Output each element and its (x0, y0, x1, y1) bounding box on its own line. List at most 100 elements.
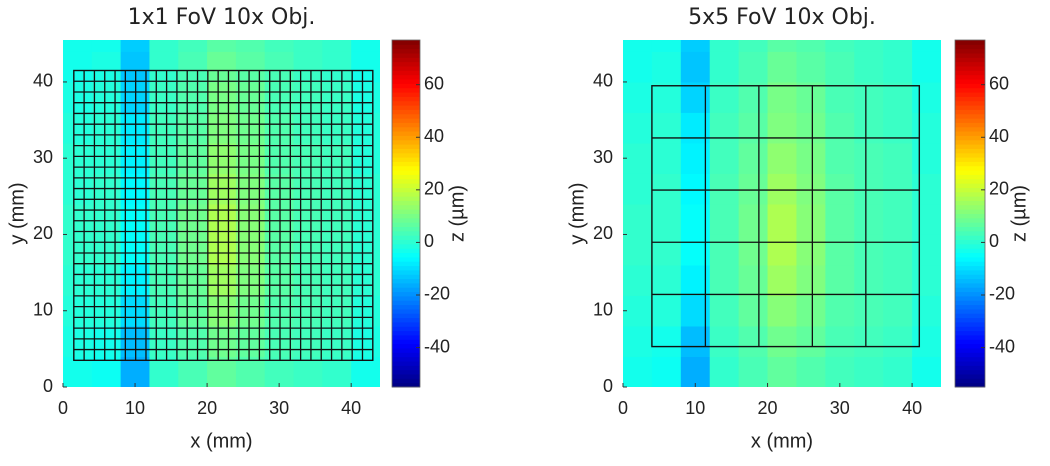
heat-cell (796, 142, 826, 174)
colorbar-band (955, 352, 985, 358)
heat-cell (767, 51, 797, 83)
colorbar-band (955, 378, 985, 384)
colorbar-band (955, 178, 985, 184)
heat-cell (854, 295, 884, 327)
heat-cell (235, 356, 266, 387)
colorbar-band (392, 139, 420, 145)
colorbar-band (955, 183, 985, 188)
heat-cell (293, 234, 323, 266)
heat-cell (738, 295, 769, 327)
colorbar-band (392, 352, 420, 358)
colorbar-band (392, 308, 420, 314)
heat-cell (912, 112, 941, 144)
heat-cell (623, 173, 653, 205)
colorbar-band (392, 148, 420, 154)
colorbar-band (955, 256, 985, 262)
heat-cell (825, 112, 855, 144)
heat-cell (63, 81, 93, 113)
heat-cell (235, 234, 266, 266)
heat-cell (796, 234, 826, 266)
colorbar-band (392, 48, 420, 54)
colorbar-band (392, 83, 420, 89)
heat-cell (767, 203, 797, 235)
colorbar-band (955, 144, 985, 149)
colorbar-band (955, 118, 985, 123)
heat-cell (351, 40, 380, 52)
colorbar-tick-label: -20 (424, 284, 450, 304)
heat-cell (709, 325, 740, 357)
heat-cell (738, 234, 769, 266)
heat-cell (854, 325, 884, 357)
colorbar-band (955, 287, 985, 293)
colorbar-band (955, 269, 985, 275)
heat-cell (912, 81, 941, 113)
colorbar-band (955, 243, 985, 249)
heat-cell (709, 234, 740, 266)
heat-cell (149, 203, 179, 235)
colorbar-band (955, 79, 985, 84)
heat-cell (825, 40, 855, 52)
heat-cell (623, 51, 653, 83)
colorbar-band (955, 365, 985, 371)
colorbar-band (392, 57, 420, 63)
heat-cell (883, 295, 913, 327)
heat-cell (351, 81, 380, 113)
colorbar-band (392, 269, 420, 275)
heat-cell (235, 264, 266, 296)
colorbar-band (955, 274, 985, 280)
colorbar-band (392, 174, 420, 180)
colorbar-band (955, 48, 985, 54)
heat-cell (63, 325, 93, 357)
heat-cell (293, 325, 323, 357)
heat-cell (235, 81, 266, 113)
heat-cell (149, 142, 179, 174)
heat-cell (912, 142, 941, 174)
y-tick-label: 40 (33, 71, 53, 91)
colorbar-band (392, 313, 420, 319)
colorbar-band (955, 217, 985, 223)
colorbar-band (392, 256, 420, 262)
heat-cell (854, 173, 884, 205)
colorbar-band (955, 161, 985, 167)
heat-cell (912, 51, 941, 83)
heat-cell (738, 325, 769, 357)
heat-cell (293, 295, 323, 327)
colorbar-frame (954, 39, 986, 388)
heat-cell (623, 142, 653, 174)
heat-cell (322, 356, 352, 387)
heat-cell (912, 264, 941, 296)
heat-cell (912, 295, 941, 327)
heat-cell (207, 356, 237, 387)
x-tick-label: 30 (830, 398, 850, 418)
colorbar-band (955, 135, 985, 141)
heat-cell (293, 356, 323, 387)
heat-cell (709, 295, 740, 327)
heat-cell (623, 264, 653, 296)
colorbar-tick-label: -40 (424, 336, 450, 356)
heat-cell (178, 40, 208, 52)
colorbar-band (955, 248, 985, 254)
heat-cell (796, 203, 826, 235)
colorbar-band (392, 330, 420, 336)
colorbar-band (955, 213, 985, 219)
heat-cell (767, 173, 797, 205)
colorbar-tick-label: 60 (424, 73, 444, 93)
heat-cell (293, 142, 323, 174)
colorbar-band (955, 265, 985, 271)
heat-cell (322, 51, 352, 83)
colorbar-band (392, 304, 420, 310)
heat-cell (120, 356, 150, 387)
heat-cell (149, 81, 179, 113)
colorbar-band (955, 330, 985, 336)
heat-cell (883, 142, 913, 174)
colorbar-tick-label: 0 (424, 231, 434, 251)
colorbar-band (392, 96, 420, 102)
colorbar-band (392, 66, 420, 71)
heat-cell (825, 203, 855, 235)
heat-cell (178, 234, 208, 266)
colorbar-band (955, 191, 985, 197)
colorbar-band (392, 100, 420, 106)
colorbar-band (392, 378, 420, 384)
colorbar-frame (391, 39, 421, 388)
